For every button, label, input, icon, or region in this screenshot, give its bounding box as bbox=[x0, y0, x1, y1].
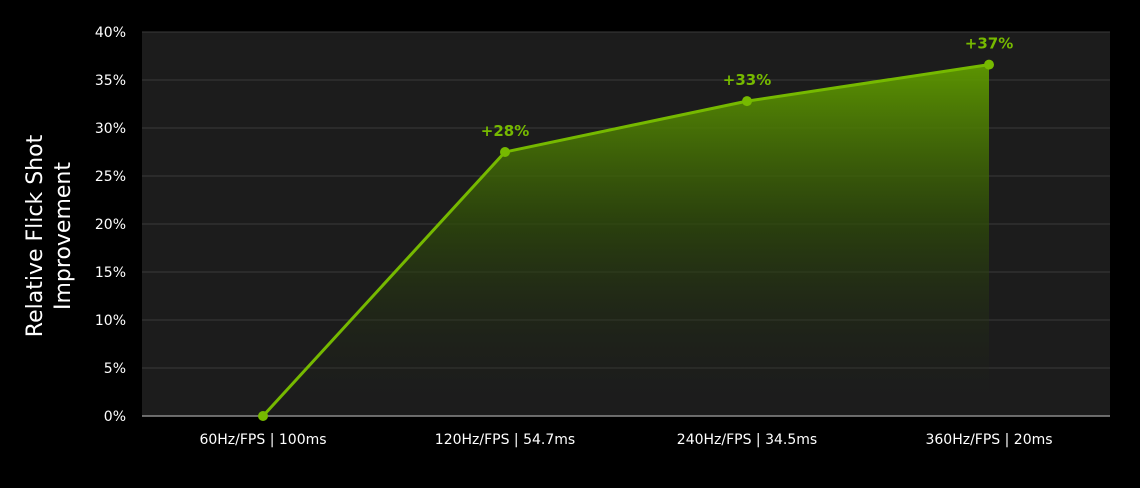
y-axis-title-line: Relative Flick Shot bbox=[23, 134, 48, 337]
series-area bbox=[263, 64, 989, 416]
data-point bbox=[984, 59, 994, 70]
y-axis-title-group: Relative Flick Shot Improvement bbox=[23, 134, 76, 337]
data-point bbox=[742, 96, 752, 107]
y-axis-ticks: 0% 5% 10% 15% 20% 25% 30% 35% 40% bbox=[95, 25, 126, 425]
y-axis-title-line: Improvement bbox=[51, 162, 76, 310]
y-tick-label: 40% bbox=[95, 25, 126, 41]
y-tick-label: 20% bbox=[95, 217, 126, 233]
data-labels: +28% +33% +37% bbox=[481, 35, 1013, 140]
data-point bbox=[500, 147, 510, 157]
data-label: +28% bbox=[481, 122, 529, 140]
y-tick-label: 10% bbox=[95, 313, 126, 329]
y-tick-label: 15% bbox=[95, 265, 126, 281]
y-tick-label: 5% bbox=[104, 361, 126, 377]
x-tick-label: 240Hz/FPS | 34.5ms bbox=[677, 432, 817, 448]
y-tick-label: 30% bbox=[95, 121, 126, 137]
x-tick-label: 60Hz/FPS | 100ms bbox=[199, 432, 326, 448]
line-layer bbox=[258, 59, 994, 421]
y-axis-title: Relative Flick Shot Improvement bbox=[23, 134, 76, 337]
data-label: +37% bbox=[965, 35, 1013, 53]
y-tick-label: 0% bbox=[104, 409, 126, 425]
series-line bbox=[261, 63, 990, 418]
data-label: +33% bbox=[723, 71, 771, 89]
x-axis-ticks: 60Hz/FPS | 100ms 120Hz/FPS | 54.7ms 240Hz/… bbox=[199, 432, 1052, 448]
y-tick-label: 35% bbox=[95, 73, 126, 89]
area-layer bbox=[263, 64, 989, 416]
data-point bbox=[258, 411, 268, 421]
y-tick-label: 25% bbox=[95, 169, 126, 185]
x-tick-label: 360Hz/FPS | 20ms bbox=[925, 432, 1052, 448]
x-tick-label: 120Hz/FPS | 54.7ms bbox=[435, 432, 575, 448]
